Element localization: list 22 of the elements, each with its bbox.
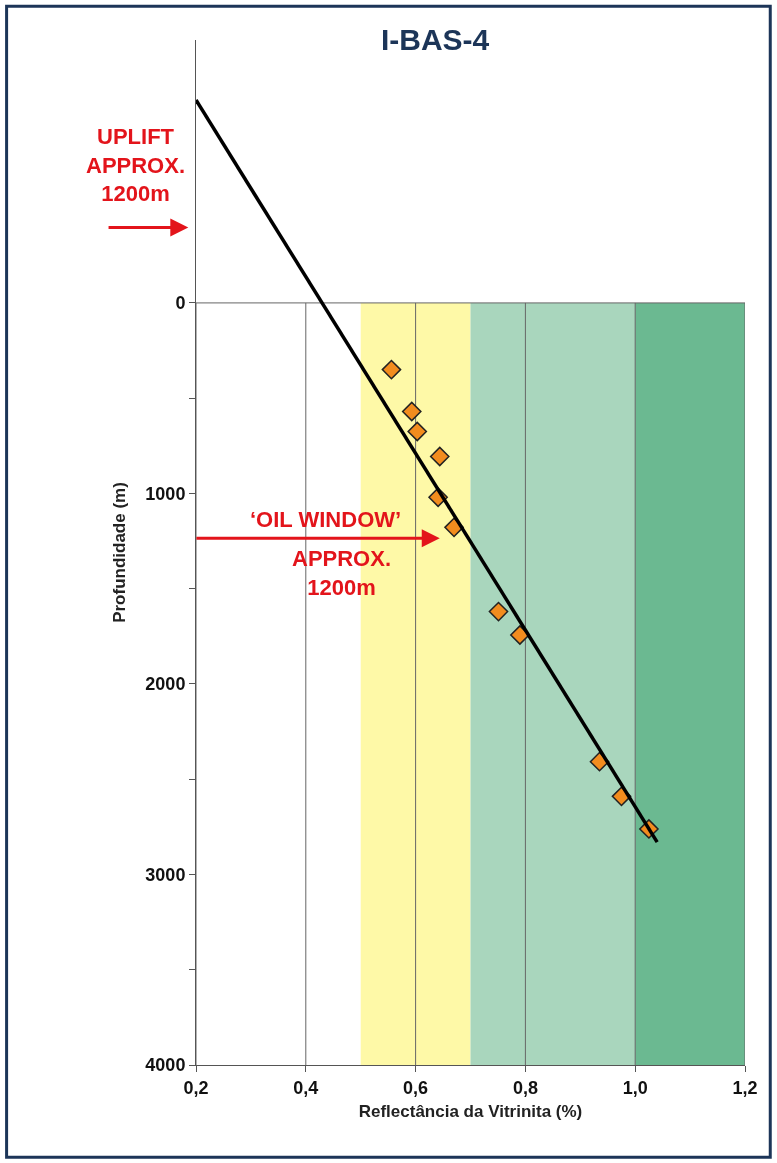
point: [429, 446, 450, 467]
annotation: ‘OIL WINDOW’ APPROX. 1200m: [250, 507, 402, 600]
point: [488, 601, 509, 622]
y-tick-label: 3000: [145, 864, 186, 885]
y-tick-label: 4000: [145, 1055, 186, 1076]
x-tick-label: 1,2: [732, 1077, 758, 1098]
text: UPLIFT APPROX. 1200m: [86, 124, 186, 207]
point: [381, 359, 402, 380]
y-axis-title: Profundidade (m): [109, 482, 129, 623]
chart-title: I-BAS-4: [380, 23, 490, 57]
y-tick-label: 1000: [145, 483, 186, 504]
y-tick-label: 0: [175, 293, 186, 314]
x-tick-label: 0,4: [293, 1077, 319, 1098]
x-tick-label: 1,0: [622, 1077, 648, 1098]
point: [401, 401, 422, 422]
x-tick-label: 0,6: [403, 1077, 429, 1098]
point: [407, 421, 428, 442]
x-tick-label: 0,2: [183, 1077, 209, 1098]
x-tick-label: 0,8: [512, 1077, 538, 1098]
x-axis-title: Reflectância da Vitrinita (%): [358, 1102, 583, 1121]
y-tick-label: 2000: [145, 674, 186, 695]
point: [510, 625, 530, 645]
